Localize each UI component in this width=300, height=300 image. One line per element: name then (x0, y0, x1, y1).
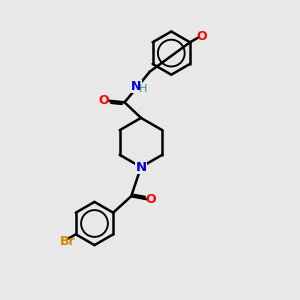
Text: O: O (146, 193, 156, 206)
Text: O: O (196, 30, 207, 43)
Text: N: N (135, 160, 147, 174)
Text: H: H (139, 84, 147, 94)
Text: N: N (131, 80, 142, 93)
Text: O: O (99, 94, 110, 107)
Text: Br: Br (60, 235, 76, 248)
